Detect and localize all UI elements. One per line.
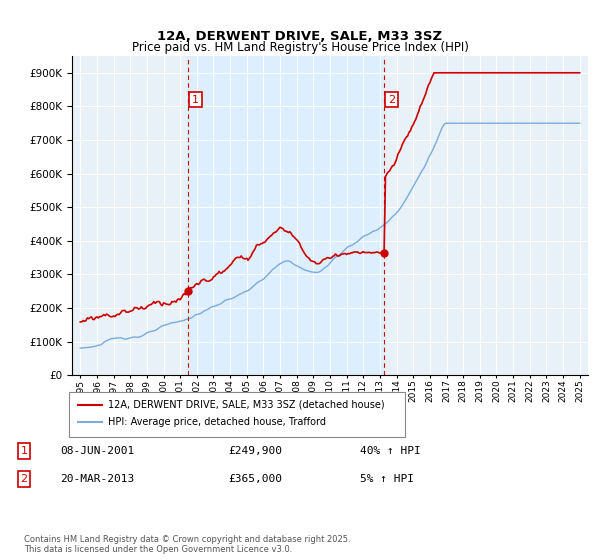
Text: 12A, DERWENT DRIVE, SALE, M33 3SZ (detached house): 12A, DERWENT DRIVE, SALE, M33 3SZ (detac… [108,400,385,410]
Text: Price paid vs. HM Land Registry's House Price Index (HPI): Price paid vs. HM Land Registry's House … [131,41,469,54]
Text: 2: 2 [20,474,28,484]
Text: £365,000: £365,000 [228,474,282,484]
Text: 20-MAR-2013: 20-MAR-2013 [60,474,134,484]
Text: Contains HM Land Registry data © Crown copyright and database right 2025.
This d: Contains HM Land Registry data © Crown c… [24,535,350,554]
Text: HPI: Average price, detached house, Trafford: HPI: Average price, detached house, Traf… [108,417,326,427]
Text: 2: 2 [388,95,395,105]
Text: 40% ↑ HPI: 40% ↑ HPI [360,446,421,456]
Text: 1: 1 [192,95,199,105]
Bar [188,56,383,375]
Text: 1: 1 [20,446,28,456]
Text: 08-JUN-2001: 08-JUN-2001 [60,446,134,456]
Text: £249,900: £249,900 [228,446,282,456]
Text: 12A, DERWENT DRIVE, SALE, M33 3SZ: 12A, DERWENT DRIVE, SALE, M33 3SZ [157,30,443,43]
Text: 5% ↑ HPI: 5% ↑ HPI [360,474,414,484]
